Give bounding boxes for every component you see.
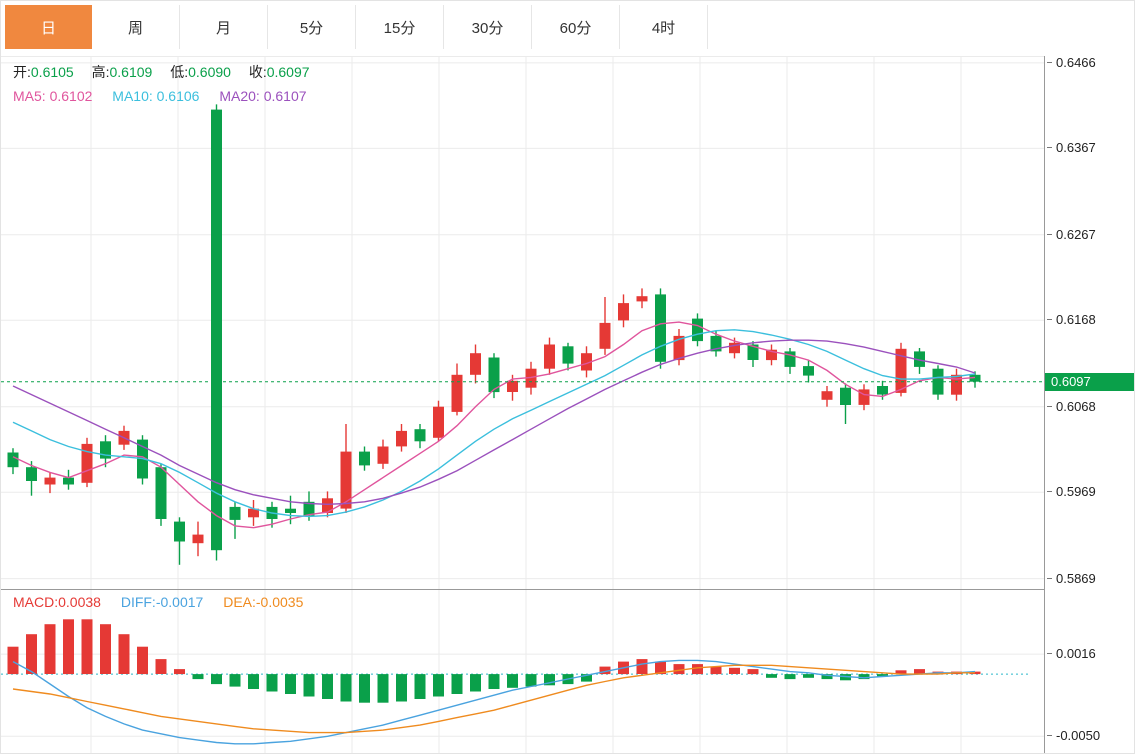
timeframe-tabbar: 日 周 月 5分 15分 30分 60分 4时 <box>1 1 1134 49</box>
candlestick-chart[interactable] <box>1 56 1045 589</box>
tab-5min[interactable]: 5分 <box>268 5 356 49</box>
ma5-line <box>12 321 976 529</box>
macd-axis-label: -0.0050 <box>1047 728 1100 743</box>
price-axis-label: 0.6466 <box>1047 55 1096 70</box>
high-label: 高: <box>91 64 110 80</box>
ma20-value: MA20: 0.6107 <box>219 88 307 104</box>
open-value: 0.6105 <box>30 64 74 80</box>
ma20-line <box>12 339 976 506</box>
macd-histogram <box>7 619 981 703</box>
tab-day[interactable]: 日 <box>5 5 92 49</box>
tab-30min[interactable]: 30分 <box>444 5 532 49</box>
macd-info: MACD:0.0038 DIFF:-0.0017 DEA:-0.0035 <box>13 594 319 610</box>
low-label: 低: <box>170 64 189 80</box>
ma10-value: MA10: 0.6106 <box>112 88 200 104</box>
tab-60min-label: 60分 <box>559 19 592 37</box>
tab-15min[interactable]: 15分 <box>356 5 444 49</box>
tab-60min[interactable]: 60分 <box>532 5 620 49</box>
diff-line <box>12 659 976 745</box>
open-label: 开: <box>13 64 31 80</box>
tab-month[interactable]: 月 <box>180 5 268 49</box>
macd-axis-label: 0.0016 <box>1047 646 1096 661</box>
tab-week-label: 周 <box>127 19 143 37</box>
tab-15min-label: 15分 <box>383 19 416 37</box>
close-label: 收: <box>248 64 267 80</box>
ma-info: MA5: 0.6102 MA10: 0.6106 MA20: 0.6107 <box>13 88 323 104</box>
tab-4hour-label: 4时 <box>651 19 676 37</box>
candlestick-series <box>7 104 981 565</box>
tab-30min-label: 30分 <box>471 19 504 37</box>
tab-5min-label: 5分 <box>299 19 324 37</box>
dea-value: DEA:-0.0035 <box>223 594 304 610</box>
tab-4hour[interactable]: 4时 <box>620 5 708 49</box>
ma10-line <box>12 329 976 518</box>
current-price-badge: 0.6097 <box>1045 372 1134 391</box>
tab-day-label: 日 <box>40 19 56 37</box>
ohlc-info: 开:0.6105 高:0.6109 低:0.6090 收:0.6097 <box>13 62 324 82</box>
tab-week[interactable]: 周 <box>92 5 180 49</box>
grid-lines <box>1 56 1045 589</box>
price-axis-label: 0.6068 <box>1047 399 1096 414</box>
price-axis-label: 0.6367 <box>1047 140 1096 155</box>
macd-value: MACD:0.0038 <box>13 594 101 610</box>
price-axis-label: 0.5969 <box>1047 484 1096 499</box>
dea-line <box>12 664 975 734</box>
high-value: 0.6109 <box>109 64 153 80</box>
price-axis-label: 0.5869 <box>1047 571 1096 586</box>
macd-chart[interactable] <box>1 589 1045 754</box>
tab-month-label: 月 <box>215 19 231 37</box>
price-axis-label: 0.6168 <box>1047 312 1096 327</box>
close-value: 0.6097 <box>266 64 310 80</box>
price-axis-label: 0.6267 <box>1047 227 1096 242</box>
ma5-value: MA5: 0.6102 <box>13 88 93 104</box>
low-value: 0.6090 <box>188 64 231 80</box>
diff-value: DIFF:-0.0017 <box>120 594 204 610</box>
